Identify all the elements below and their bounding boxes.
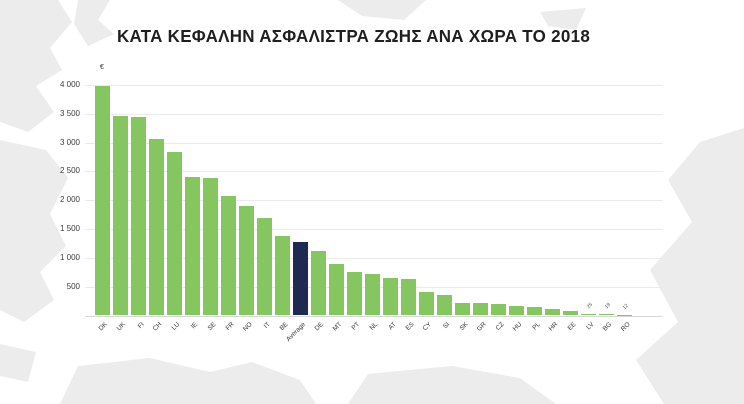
bar-ES — [401, 278, 416, 316]
x-tick-label-DE: DE — [314, 321, 326, 333]
x-tick-label-SI: SI — [442, 321, 452, 331]
x-tick-label-BE: BE — [278, 321, 290, 333]
bar-PT — [347, 271, 362, 316]
x-tick-label-IE: IE — [190, 321, 200, 331]
bar-value-label-BG: 19 — [603, 302, 612, 311]
gridline-2000 — [85, 200, 663, 202]
bar-Average — [293, 241, 308, 316]
bar-RO — [617, 314, 632, 316]
bar-BE — [275, 235, 290, 316]
bar-DK — [95, 85, 110, 316]
x-tick-label-LU: LU — [170, 321, 182, 332]
bar-SK — [455, 302, 470, 316]
bar-PL — [527, 307, 542, 316]
map-shape-topleft-2 — [74, 0, 114, 46]
x-tick-label-NO: NO — [241, 321, 254, 333]
x-axis-line — [85, 315, 663, 317]
gridline-1500 — [85, 229, 663, 231]
map-shape-topright-small — [540, 8, 586, 30]
x-tick-label-IT: IT — [262, 321, 272, 331]
bar-CY — [419, 291, 434, 316]
y-tick-label: 3 000 — [59, 137, 80, 147]
x-tick-label-GR: GR — [475, 321, 488, 333]
x-tick-label-HR: HR — [547, 321, 560, 333]
x-tick-label-SK: SK — [458, 321, 470, 333]
x-tick-label-DK: DK — [98, 321, 110, 333]
bar-SE — [203, 178, 218, 316]
bar-HU — [509, 305, 524, 316]
bar-BG — [599, 314, 614, 316]
bar-SI — [437, 294, 452, 316]
y-tick-label: 500 — [66, 281, 80, 291]
bar-NO — [239, 206, 254, 316]
y-axis-unit-label: € — [99, 62, 104, 71]
chart-title: ΚΑΤΑ ΚΕΦΑΛΗΝ ΑΣΦΑΛΙΣΤΡΑ ΖΩΗΣ ΑΝΑ ΧΩΡΑ ΤΟ… — [117, 26, 591, 46]
map-shape-topcenter — [338, 0, 426, 20]
gridline-1000 — [85, 257, 663, 259]
x-tick-label-CY: CY — [422, 321, 434, 333]
bar-CZ — [491, 303, 506, 316]
y-tick-label: 2 500 — [59, 166, 80, 176]
map-shape-left — [0, 140, 68, 322]
map-shape-bottom-1 — [60, 358, 316, 404]
bar-value-label-LV: 25 — [585, 301, 594, 311]
gridline-3000 — [85, 142, 663, 144]
bar-CH — [149, 138, 164, 316]
gridline-3500 — [85, 113, 663, 115]
y-tick-label: 1 500 — [59, 224, 80, 234]
bar-MT — [329, 263, 344, 316]
x-tick-label-ES: ES — [404, 321, 416, 333]
bar-LV — [581, 314, 596, 316]
bar-value-label-RO: 12 — [621, 302, 630, 311]
x-tick-label-FI: FI — [136, 321, 146, 331]
x-tick-label-BG: BG — [601, 321, 614, 333]
y-tick-label: 2 000 — [59, 195, 80, 205]
y-tick-label: 1 000 — [59, 252, 80, 262]
map-shape-bottom-2 — [348, 366, 556, 404]
x-tick-label-PL: PL — [530, 321, 542, 332]
x-tick-label-PT: PT — [350, 321, 362, 332]
bar-IT — [257, 217, 272, 316]
x-tick-label-HU: HU — [511, 321, 524, 333]
y-tick-label: 3 500 — [59, 108, 80, 118]
bar-NL — [365, 274, 380, 316]
map-shape-left-bottom — [0, 344, 36, 382]
x-tick-label-MT: MT — [331, 321, 344, 333]
x-tick-label-SE: SE — [206, 321, 218, 333]
x-tick-label-EE: EE — [566, 321, 578, 333]
bar-LU — [167, 152, 182, 316]
x-tick-label-CH: CH — [151, 321, 164, 333]
bar-HR — [545, 309, 560, 316]
bar-DE — [311, 250, 326, 316]
x-tick-label-UK: UK — [116, 321, 128, 333]
x-tick-label-NL: NL — [368, 321, 380, 332]
bar-GR — [473, 303, 488, 316]
x-tick-label-RO: RO — [619, 321, 632, 333]
bar-AT — [383, 277, 398, 316]
gridline-4000 — [85, 85, 663, 86]
map-shape-right — [636, 128, 744, 404]
x-tick-label-AT: AT — [386, 321, 398, 332]
bar-IE — [185, 177, 200, 316]
bar-EE — [563, 311, 578, 316]
bar-UK — [113, 116, 128, 316]
gridline-2500 — [85, 171, 663, 173]
x-tick-label-LV: LV — [585, 321, 596, 332]
map-shape-topleft — [0, 0, 72, 132]
bar-FI — [131, 117, 146, 316]
x-tick-label-CZ: CZ — [494, 321, 506, 333]
bar-FR — [221, 196, 236, 316]
x-tick-label-FR: FR — [224, 321, 236, 333]
y-tick-label: 4 000 — [59, 80, 80, 89]
